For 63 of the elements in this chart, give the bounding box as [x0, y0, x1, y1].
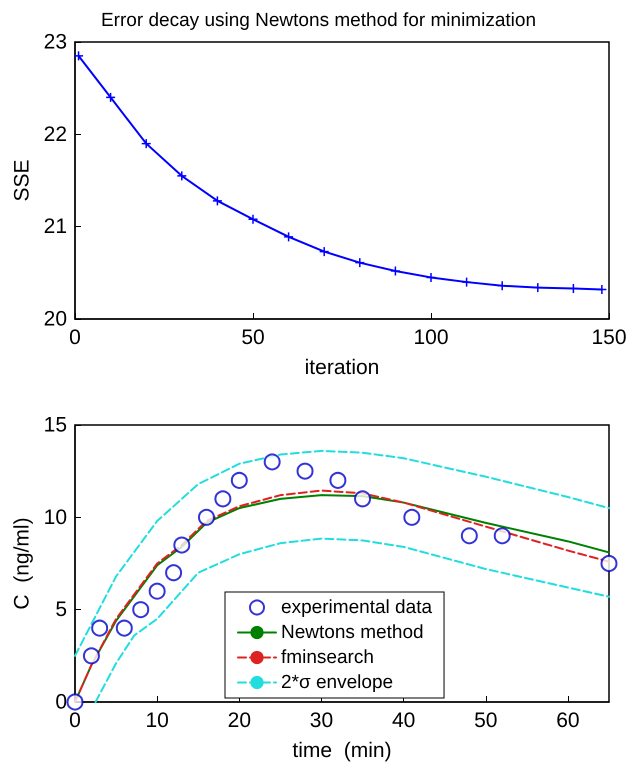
point: [140, 138, 152, 149]
x-tick-label: 50: [241, 326, 265, 349]
point: [212, 196, 223, 206]
point: [165, 564, 182, 582]
x-tick-label: 10: [145, 709, 169, 732]
point: [66, 694, 84, 710]
x-tick-label: 30: [310, 709, 334, 732]
point: [283, 232, 294, 242]
point: [176, 170, 188, 182]
point: [230, 472, 248, 489]
x-tick-label: 150: [591, 326, 627, 349]
point: [596, 284, 608, 295]
x-axis-title: iteration: [304, 356, 380, 379]
point: [264, 453, 281, 470]
legend-label: 2*σ envelope: [281, 672, 394, 693]
point: [105, 92, 116, 103]
point: [148, 582, 166, 600]
x-tick-label: 20: [228, 709, 251, 732]
point: [460, 527, 478, 544]
point: [390, 266, 401, 276]
line-series: [94, 538, 610, 703]
chart-title: Error decay using Newtons method for minimization: [100, 10, 536, 31]
x-tick-label: 0: [69, 326, 81, 349]
x-tick-label: 50: [474, 709, 498, 732]
point: [568, 283, 579, 294]
x-tick-label: 60: [556, 709, 580, 732]
legend-label: experimental data: [281, 597, 432, 618]
point: [426, 272, 436, 283]
point: [248, 214, 258, 225]
point: [532, 282, 544, 293]
point: [214, 490, 232, 508]
point: [296, 462, 314, 480]
y-tick-label: 21: [44, 215, 67, 238]
x-axis-title: time (min): [292, 739, 392, 762]
y-tick-label: 23: [44, 30, 67, 54]
x-tick-label: 0: [69, 709, 81, 732]
y-tick-label: 10: [44, 506, 67, 529]
legend-label: Newtons method: [281, 622, 424, 643]
point: [354, 490, 372, 508]
point: [132, 601, 150, 618]
x-tick-label: 100: [413, 326, 449, 349]
point: [73, 50, 84, 62]
y-tick-label: 5: [55, 598, 67, 622]
point: [173, 536, 190, 554]
y-axis-title: C (ng/ml): [10, 517, 34, 610]
point: [461, 276, 472, 288]
point: [600, 555, 618, 572]
y-tick-label: 20: [44, 308, 67, 330]
point: [91, 620, 108, 637]
y-tick-label: 15: [44, 414, 67, 436]
point: [318, 246, 330, 257]
point: [82, 647, 100, 664]
x-tick-label: 40: [392, 709, 416, 732]
point: [198, 508, 215, 526]
point: [494, 527, 511, 544]
point: [354, 257, 366, 268]
point: [403, 508, 420, 526]
y-tick-label: 22: [44, 122, 67, 146]
point: [116, 620, 133, 637]
y-axis-title: SSE: [10, 159, 34, 202]
legend-label: fminsearch: [281, 647, 374, 668]
point: [329, 472, 346, 489]
y-tick-label: 0: [55, 690, 67, 714]
